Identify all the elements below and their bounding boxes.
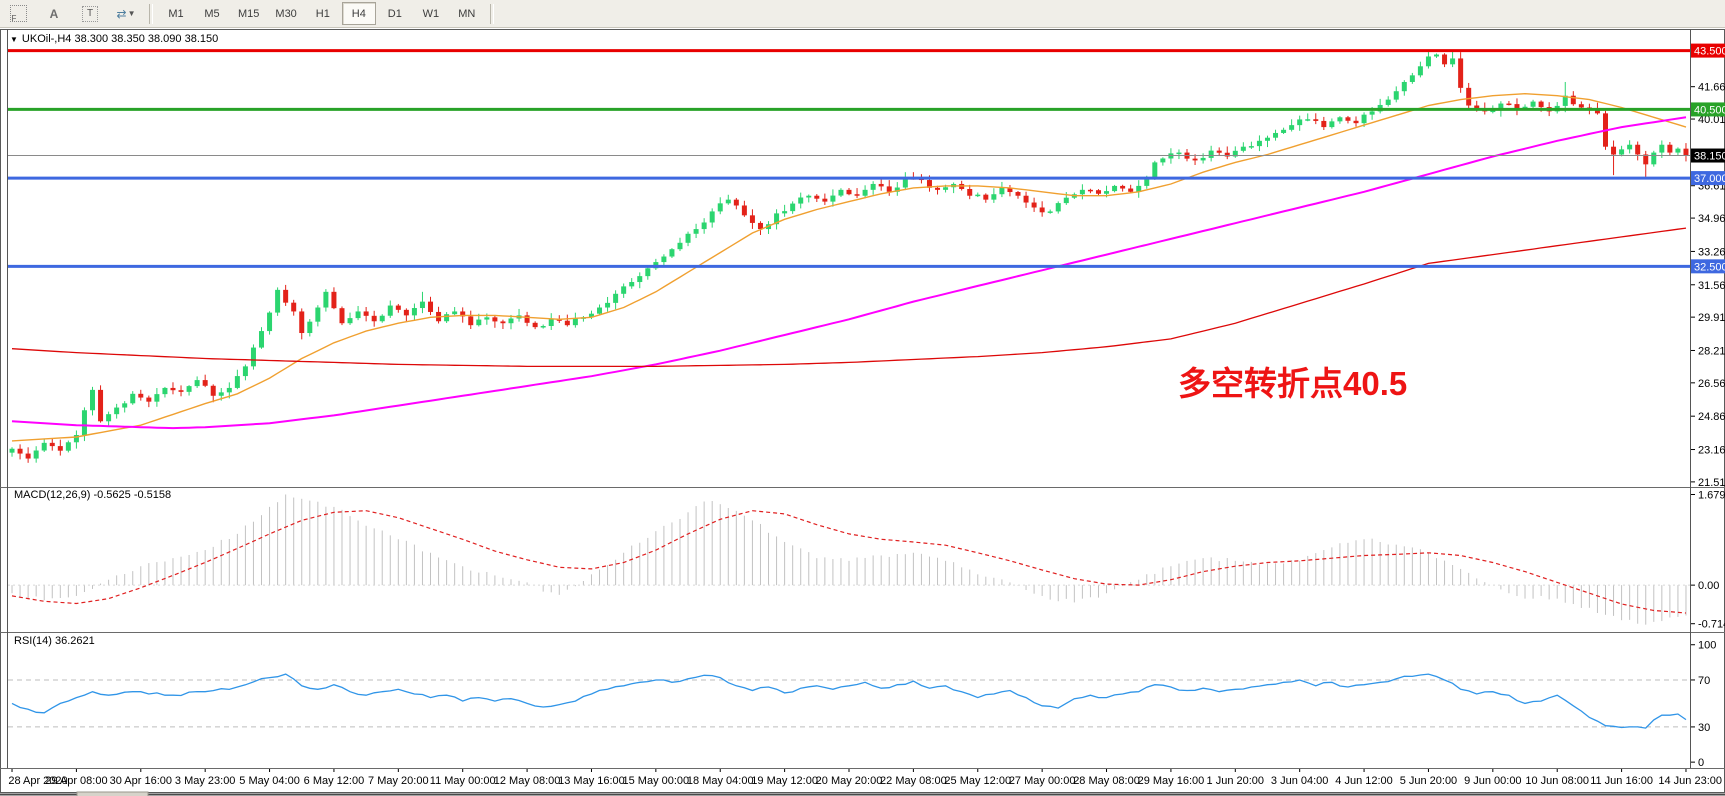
svg-text:0: 0 xyxy=(1698,757,1704,769)
svg-text:28 May 08:00: 28 May 08:00 xyxy=(1073,775,1140,787)
ma-mid-line xyxy=(11,116,1687,430)
svg-text:18 May 04:00: 18 May 04:00 xyxy=(687,775,754,787)
svg-text:38.150: 38.150 xyxy=(1694,151,1725,163)
toolbar-separator xyxy=(489,3,494,24)
svg-text:6 May 12:00: 6 May 12:00 xyxy=(304,775,365,787)
svg-text:30 Apr 16:00: 30 Apr 16:00 xyxy=(110,775,172,787)
ma-slow-line xyxy=(11,227,1687,368)
svg-text:28.210: 28.210 xyxy=(1698,345,1725,357)
svg-text:28 Apr 2020: 28 Apr 2020 xyxy=(8,775,67,787)
timeframe-button-mn[interactable]: MN xyxy=(458,7,476,20)
svg-text:14 Jun 23:00: 14 Jun 23:00 xyxy=(1658,775,1722,787)
svg-text:1.6797: 1.6797 xyxy=(1698,489,1725,501)
macd-histogram xyxy=(11,494,1687,625)
svg-text:37.000: 37.000 xyxy=(1694,173,1725,185)
svg-text:26.560: 26.560 xyxy=(1698,378,1725,390)
price-badge-32.500 xyxy=(1691,259,1725,274)
timeframe-button-w1[interactable]: W1 xyxy=(422,7,440,20)
timeframe-buttons: M1 M5 M15 M30 H1 H4 D1 W1 MN xyxy=(158,2,485,25)
h-scrollbar-thumb[interactable] xyxy=(76,791,149,796)
chart-dropdown-icon[interactable]: ▼ xyxy=(10,34,18,44)
svg-text:11 May 00:00: 11 May 00:00 xyxy=(430,775,496,787)
svg-text:25 May 12:00: 25 May 12:00 xyxy=(944,775,1011,787)
svg-text:43.500: 43.500 xyxy=(1694,46,1725,58)
chart-annotation-text: 多空转折点40.5 xyxy=(1178,365,1408,402)
letter-a-icon-button[interactable]: A xyxy=(37,2,71,25)
timeframe-button-m5[interactable]: M5 xyxy=(204,7,220,20)
timeframe-button-h1[interactable]: H1 xyxy=(315,7,330,20)
svg-text:21.510: 21.510 xyxy=(1698,477,1725,489)
symbol-quote-text: UKOil-,H4 38.300 38.350 38.090 38.150 xyxy=(21,33,219,45)
grid-icon: F xyxy=(9,5,27,23)
ma-fast-line xyxy=(11,92,1687,442)
svg-text:3 May 23:00: 3 May 23:00 xyxy=(175,775,236,787)
current-price-badge xyxy=(1691,148,1725,163)
svg-text:22 May 08:00: 22 May 08:00 xyxy=(880,775,947,787)
symbol-info-bar[interactable]: ▼ UKOil-,H4 38.300 38.350 38.090 38.150 xyxy=(10,33,218,45)
toolbar: F A T ⇄ ▼ M1 M5 M15 M30 H1 H4 D1 W1 MN xyxy=(0,0,1725,28)
svg-text:27 May 00:00: 27 May 00:00 xyxy=(1009,775,1076,787)
letter-a-icon: A xyxy=(49,6,59,21)
svg-text:10 Jun 08:00: 10 Jun 08:00 xyxy=(1525,775,1589,787)
svg-text:20 May 20:00: 20 May 20:00 xyxy=(816,775,883,787)
svg-text:29 May 16:00: 29 May 16:00 xyxy=(1138,775,1205,787)
timeframe-button-m15[interactable]: M15 xyxy=(238,7,260,20)
svg-text:32.500: 32.500 xyxy=(1694,261,1725,273)
svg-text:23.160: 23.160 xyxy=(1698,445,1725,457)
svg-text:29 Apr 08:00: 29 Apr 08:00 xyxy=(45,775,107,787)
svg-text:29.910: 29.910 xyxy=(1698,312,1725,324)
timeframe-button-m30[interactable]: M30 xyxy=(275,7,297,20)
svg-text:9 Jun 00:00: 9 Jun 00:00 xyxy=(1464,775,1522,787)
svg-text:12 May 08:00: 12 May 08:00 xyxy=(494,775,561,787)
svg-text:34.960: 34.960 xyxy=(1698,213,1725,225)
chart-canvas[interactable]: 41.66040.01036.61034.96033.26031.56029.9… xyxy=(0,29,1725,796)
chevron-down-icon: ▼ xyxy=(127,9,136,18)
svg-text:40.500: 40.500 xyxy=(1694,104,1725,116)
svg-text:0.00: 0.00 xyxy=(1698,580,1719,592)
arrange-arrows-icon: ⇄ xyxy=(116,6,127,21)
svg-text:7 May 20:00: 7 May 20:00 xyxy=(368,775,429,787)
svg-text:24.860: 24.860 xyxy=(1698,411,1725,423)
svg-text:41.660: 41.660 xyxy=(1698,82,1725,94)
timeframe-button-h4[interactable]: H4 xyxy=(341,2,376,25)
svg-text:33.260: 33.260 xyxy=(1698,246,1725,258)
svg-text:3 Jun 04:00: 3 Jun 04:00 xyxy=(1271,775,1329,787)
svg-text:5 May 04:00: 5 May 04:00 xyxy=(239,775,300,787)
svg-text:11 Jun 16:00: 11 Jun 16:00 xyxy=(1590,775,1653,787)
crosshair-grid-icon[interactable]: F xyxy=(1,2,35,25)
svg-text:-0.7149: -0.7149 xyxy=(1698,619,1725,631)
text-tool-button[interactable]: T xyxy=(73,2,107,25)
price-badge-40.500 xyxy=(1691,102,1725,117)
macd-indicator-label: MACD(12,26,9) -0.5625 -0.5158 xyxy=(14,489,172,501)
rsi-indicator-label: RSI(14) 36.2621 xyxy=(14,635,95,647)
price-axis[interactable]: 41.66040.01036.61034.96033.26031.56029.9… xyxy=(1691,43,1725,770)
svg-text:100: 100 xyxy=(1698,640,1716,652)
svg-text:30: 30 xyxy=(1698,722,1710,734)
price-badge-37.000 xyxy=(1691,171,1725,186)
svg-text:15 May 00:00: 15 May 00:00 xyxy=(623,775,690,787)
svg-text:19 May 12:00: 19 May 12:00 xyxy=(751,775,818,787)
timeframe-button-d1[interactable]: D1 xyxy=(387,7,402,20)
rsi-line xyxy=(11,673,1687,729)
svg-text:1 Jun 20:00: 1 Jun 20:00 xyxy=(1207,775,1265,787)
svg-text:5 Jun 20:00: 5 Jun 20:00 xyxy=(1400,775,1458,787)
chart-area[interactable]: 41.66040.01036.61034.96033.26031.56029.9… xyxy=(0,29,1725,796)
macd-signal-line xyxy=(11,510,1687,614)
svg-text:4 Jun 12:00: 4 Jun 12:00 xyxy=(1335,775,1393,787)
svg-text:13 May 16:00: 13 May 16:00 xyxy=(558,775,625,787)
price-badge-43.500 xyxy=(1691,43,1725,58)
text-tool-icon: T xyxy=(82,5,98,22)
arrange-arrows-button[interactable]: ⇄ ▼ xyxy=(109,2,143,25)
toolbar-separator xyxy=(149,3,153,24)
svg-text:40.010: 40.010 xyxy=(1698,114,1725,126)
timeframe-button-m1[interactable]: M1 xyxy=(168,7,184,20)
svg-text:70: 70 xyxy=(1698,675,1710,687)
svg-text:31.560: 31.560 xyxy=(1698,280,1725,292)
